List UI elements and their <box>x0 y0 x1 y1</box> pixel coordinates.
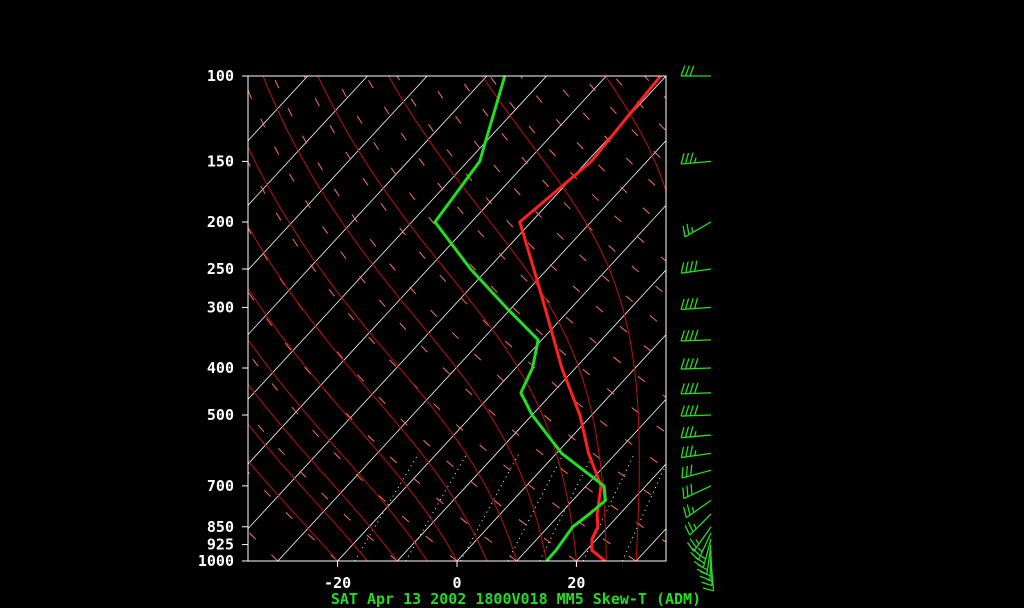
pressure-tick-label: 150 <box>207 152 234 170</box>
pressure-tick-label: 500 <box>207 406 234 424</box>
wind-barb <box>680 297 712 311</box>
dry-adiabat-line <box>272 76 666 506</box>
isotherm-line <box>277 140 666 561</box>
pressure-tick-label: 250 <box>207 260 234 278</box>
wind-barb <box>682 483 712 500</box>
wind-barb <box>684 513 712 536</box>
moist-adiabat-line <box>248 383 398 561</box>
isotherm-line <box>456 334 666 561</box>
dewpoint-profile-line <box>433 76 607 561</box>
isotherm-line <box>576 463 666 561</box>
temperature-tick-label: 0 <box>452 574 461 592</box>
mixing-ratio-line <box>621 463 666 561</box>
temperature-tick-label: -20 <box>324 574 351 592</box>
moist-adiabat-line <box>248 287 458 561</box>
dry-adiabat-line <box>248 351 458 561</box>
pressure-tick-label: 200 <box>207 213 234 231</box>
dry-adiabat-line <box>458 76 666 296</box>
dry-adiabat-line <box>248 88 666 543</box>
wind-barbs <box>680 65 715 592</box>
wind-barb <box>680 382 712 395</box>
wind-barb <box>681 464 712 479</box>
temperature-axis: -20 0 20 <box>324 561 585 592</box>
wind-barb <box>680 65 711 77</box>
isotherm-line <box>396 269 666 561</box>
wind-barb <box>682 499 712 519</box>
wind-barb <box>682 221 712 238</box>
wind-barb <box>680 260 712 274</box>
moist-adiabat-line <box>388 76 607 561</box>
isotherm-line <box>248 76 666 530</box>
wind-barb <box>680 426 712 439</box>
moist-adiabat-line <box>248 225 488 561</box>
pressure-tick-label: 700 <box>207 477 234 495</box>
mixing-ratio-line <box>539 453 594 561</box>
moist-adiabat-line <box>248 460 338 561</box>
isotherm-line <box>516 398 666 561</box>
profiles <box>433 76 662 561</box>
temperature-tick-label: 20 <box>567 574 585 592</box>
dry-adiabat-line <box>248 160 637 561</box>
moist-adiabat-line <box>248 145 518 561</box>
wind-barb <box>680 445 712 459</box>
wind-barb <box>680 404 712 417</box>
isotherm-line <box>248 76 368 206</box>
background-lines <box>248 76 666 561</box>
temperature-profile-line <box>518 76 662 561</box>
chart-caption: SAT Apr 13 2002 1800V018 MM5 Skew-T (ADM… <box>331 590 701 608</box>
moist-adiabat-line <box>481 76 640 561</box>
dry-adiabat-line <box>396 76 666 364</box>
isotherm-line <box>248 76 428 271</box>
dry-adiabat-line <box>334 76 666 434</box>
pressure-tick-label: 100 <box>207 67 234 85</box>
pressure-tick-label: 400 <box>207 359 234 377</box>
moist-adiabat-line <box>262 76 548 561</box>
wind-barb <box>680 329 712 342</box>
pressure-tick-label: 850 <box>207 518 234 536</box>
pressure-tick-label: 1000 <box>198 552 234 570</box>
isotherm-line <box>248 76 488 336</box>
pressure-tick-label: 300 <box>207 298 234 316</box>
isotherm-line <box>248 76 547 400</box>
isotherm-line <box>248 76 607 465</box>
isotherm-line <box>337 204 666 561</box>
moist-adiabat-line <box>248 423 368 561</box>
wind-barb <box>680 357 712 370</box>
moist-adiabat-line <box>248 339 428 561</box>
wind-barb <box>680 152 712 165</box>
wind-barb <box>690 532 712 561</box>
wind-barb <box>686 526 712 552</box>
pressure-tick-label: 925 <box>207 536 234 554</box>
